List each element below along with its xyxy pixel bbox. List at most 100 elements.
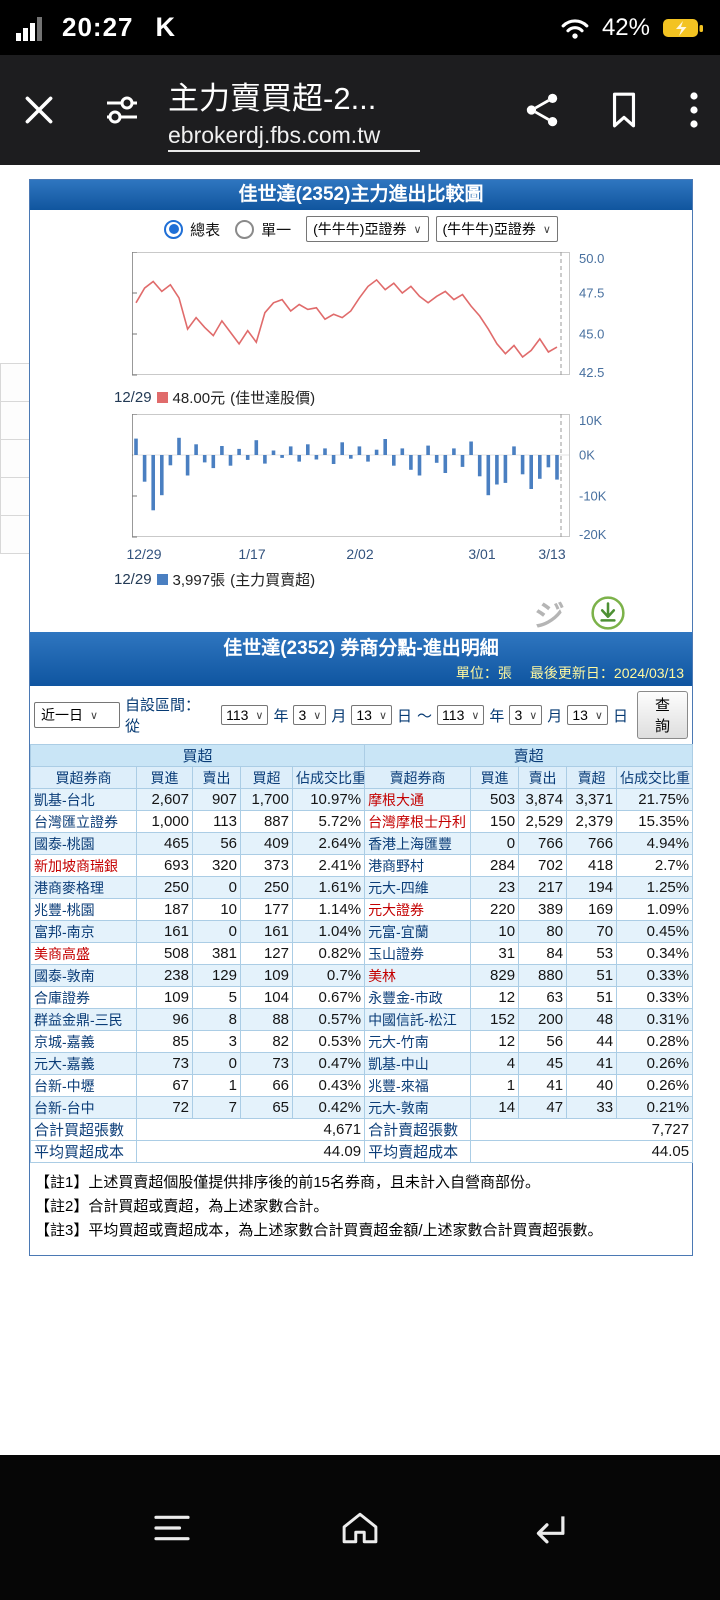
svg-text:0K: 0K: [579, 448, 595, 463]
share-button[interactable]: [524, 91, 560, 129]
table-row: 台新-台中 72 7 65 0.42% 元大-敦南 14 47 33 0.21%: [30, 1096, 694, 1119]
value-cell: 3: [192, 1030, 241, 1053]
value-cell: 66: [240, 1074, 293, 1097]
value-cell: 1.04%: [291, 920, 366, 943]
table-row: 京城-嘉義 85 3 82 0.53% 元大-竹南 12 56 44 0.28%: [30, 1030, 694, 1053]
value-cell: 73: [240, 1052, 293, 1075]
broker-select-1[interactable]: (牛牛牛)亞證券: [306, 216, 429, 242]
column-header: 買超: [240, 766, 293, 789]
value-cell: 2,607: [136, 788, 193, 811]
share-icon: [526, 93, 558, 127]
value-cell: 80: [518, 920, 568, 943]
broker-select-1-value: (牛牛牛)亞證券: [313, 221, 407, 237]
value-cell: 1.14%: [291, 898, 366, 921]
tune-button[interactable]: [102, 92, 142, 128]
svg-text:10K: 10K: [579, 414, 602, 428]
close-button[interactable]: [20, 91, 58, 129]
buy-group-header: 買超: [29, 744, 366, 767]
value-cell: 63: [518, 986, 568, 1009]
overflow-menu-button[interactable]: [688, 90, 700, 130]
period-select[interactable]: 近一日: [34, 702, 120, 728]
value-cell: 194: [566, 876, 618, 899]
total-buy-label: 合計買超張數: [30, 1118, 137, 1141]
nav-back-button[interactable]: [526, 1511, 570, 1545]
table-row: 新加坡商瑞銀 693 320 373 2.41% 港商野村 284 702 418 2.7%: [30, 854, 694, 877]
value-cell: 5.72%: [291, 810, 366, 833]
column-header: 佔成交比重: [616, 766, 694, 789]
radio-single[interactable]: [235, 219, 255, 239]
broker-table-body: 凱基-台北 2,607 907 1,700 10.97% 摩根大通 503 3,874 3,37…: [30, 788, 694, 1119]
home-icon: [342, 1512, 378, 1543]
value-cell: 250: [240, 876, 293, 899]
fragment-cell: [0, 402, 30, 440]
value-cell: 0.67%: [291, 986, 366, 1009]
volume-legend-label: (主力買賣超): [230, 572, 316, 589]
value-cell: 0.53%: [291, 1030, 366, 1053]
status-bar-right: 42%: [560, 14, 704, 42]
volume-legend-value: 3,997張: [172, 572, 226, 589]
value-cell: 72: [136, 1096, 193, 1119]
address-url[interactable]: ebrokerdj.fbs.com.tw: [168, 120, 421, 152]
radio-single-label: 單一: [261, 221, 292, 239]
broker-name-cell: 兆豐-來福: [364, 1074, 472, 1097]
value-cell: 0.7%: [291, 964, 366, 987]
to-day-select[interactable]: 13: [567, 705, 608, 725]
broker-name-cell: 摩根大通: [364, 788, 472, 811]
query-button[interactable]: 查詢: [636, 691, 688, 739]
value-cell: 1,000: [136, 810, 193, 833]
to-year-select[interactable]: 113: [437, 705, 485, 725]
unit-note: 單位：張: [455, 665, 512, 681]
average-row: 平均買超成本 44.09 平均賣超成本 44.05: [30, 1140, 694, 1163]
value-cell: 829: [470, 964, 520, 987]
value-cell: 0.57%: [291, 1008, 366, 1031]
volume-chart: 10K 0K -10K -20K: [132, 413, 607, 542]
value-cell: 1,700: [240, 788, 293, 811]
web-page: 佳世達(2352)主力進出比較圖 總表 單一 (牛牛牛)亞證券 (牛牛牛)亞證券…: [0, 165, 720, 1600]
broker-name-cell: 元大-竹南: [364, 1030, 472, 1053]
value-cell: 2.7%: [616, 854, 694, 877]
value-cell: 10: [470, 920, 520, 943]
value-cell: 12: [470, 1030, 520, 1053]
nav-home-button[interactable]: [338, 1510, 382, 1546]
broker-name-cell: 香港上海匯豐: [364, 832, 472, 855]
svg-text:42.5: 42.5: [579, 365, 604, 379]
value-cell: 48: [566, 1008, 618, 1031]
to-month-select[interactable]: 3: [509, 705, 543, 725]
nav-menu-button[interactable]: [150, 1512, 194, 1544]
from-month-select[interactable]: 3: [293, 705, 327, 725]
value-cell: 96: [136, 1008, 193, 1031]
table-row: 群益金鼎-三民 96 8 88 0.57% 中國信託-松江 152 200 48 0.31%: [30, 1008, 694, 1031]
value-cell: 409: [240, 832, 293, 855]
column-header: 賣出: [518, 766, 568, 789]
range-label: 自設區間： 從: [125, 697, 201, 735]
value-cell: 693: [136, 854, 193, 877]
from-year-select[interactable]: 113: [221, 705, 269, 725]
battery-icon: [663, 18, 703, 37]
signal-strength-icon: [16, 16, 42, 41]
value-cell: 41: [518, 1074, 568, 1097]
x-tick-label: 1/17: [238, 546, 266, 562]
value-cell: 508: [136, 942, 193, 965]
broker-name-cell: 台灣匯立證券: [30, 810, 137, 833]
value-cell: 200: [518, 1008, 568, 1031]
value-cell: 250: [136, 876, 193, 899]
table-row: 富邦-南京 161 0 161 1.04% 元富-宜蘭 10 80 70 0.45%: [30, 920, 694, 943]
chart-controls: 總表 單一 (牛牛牛)亞證券 (牛牛牛)亞證券: [30, 210, 692, 248]
from-day-select[interactable]: 13: [351, 705, 392, 725]
value-cell: 109: [240, 964, 293, 987]
total-sell-value: 7,727: [470, 1118, 694, 1141]
table-row: 美商高盛 508 381 127 0.82% 玉山證券 31 84 53 0.34%: [30, 942, 694, 965]
value-cell: 5: [192, 986, 241, 1009]
table-row: 兆豐-桃園 187 10 177 1.14% 元大證券 220 389 169 1.09%: [30, 898, 694, 921]
download-icon[interactable]: [590, 595, 626, 631]
column-header: 賣超券商: [364, 766, 472, 789]
radio-total[interactable]: [164, 219, 184, 239]
value-cell: 150: [470, 810, 520, 833]
broker-select-2[interactable]: (牛牛牛)亞證券: [435, 216, 558, 242]
bookmark-button[interactable]: [608, 90, 640, 130]
chart-action-icons: ジ: [30, 594, 692, 633]
footnotes: 【註1】上述買賣超個股僅提供排序後的前15名券商，且未計入自營商部份。 【註2】…: [30, 1163, 692, 1255]
value-cell: 0.45%: [616, 920, 694, 943]
svg-text:47.5: 47.5: [579, 286, 604, 301]
fragment-cell: [0, 516, 30, 554]
